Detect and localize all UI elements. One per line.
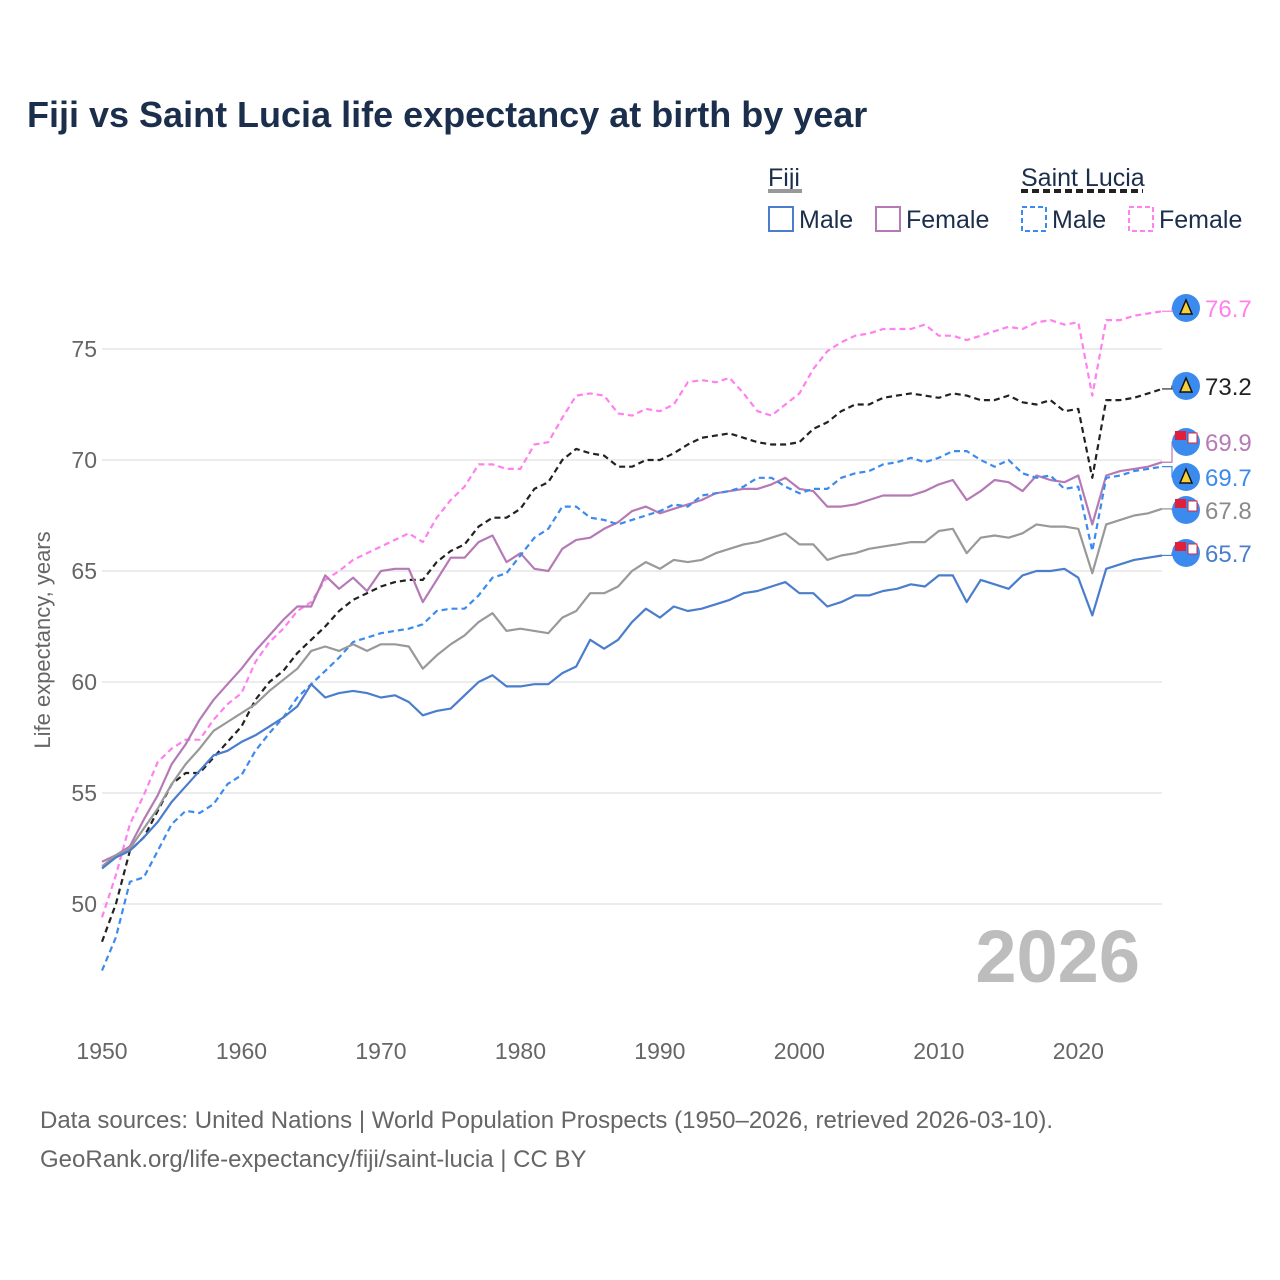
x-tick-label: 1980 [495, 1038, 546, 1064]
legend-swatch [1128, 206, 1154, 232]
series-line-fiji [101, 507, 1163, 868]
y-tick-label: 65 [71, 558, 97, 584]
flag-triangle [1178, 376, 1194, 393]
y-tick-label: 55 [71, 780, 97, 806]
x-tick-label: 1990 [634, 1038, 685, 1064]
x-tick-label: 1970 [355, 1038, 406, 1064]
y-tick-label: 70 [71, 447, 97, 473]
year-watermark: 2026 [975, 915, 1140, 998]
flag-union-jack [1175, 431, 1186, 440]
legend-swatch [1021, 206, 1047, 232]
flag-shield [1187, 432, 1198, 444]
line-chart: 50 55 60 65 70 75 1950 1960 1970 1980 1990 2000 2010… [30, 164, 1252, 1064]
x-tick-label: 2010 [913, 1038, 964, 1064]
series-line-saint-lucia [100, 387, 1163, 943]
y-axis-label: Life expectancy, years [30, 531, 55, 748]
source-line-2[interactable]: GeoRank.org/life-expectancy/fiji/saint-l… [40, 1146, 587, 1173]
flag-union-jack [1175, 499, 1186, 508]
flag-union-jack [1175, 542, 1186, 551]
legend-group-saint-lucia: Saint Lucia [1021, 164, 1145, 192]
legend-item-male: Male [1052, 206, 1106, 234]
end-label: 73.2 [1205, 374, 1252, 401]
flag-shield [1187, 543, 1198, 555]
end-label: 69.9 [1205, 430, 1252, 457]
end-label: 69.7 [1205, 465, 1252, 492]
flag-triangle [1178, 467, 1194, 484]
series-line-saint-lucia-female [100, 310, 1163, 918]
chart-title: Fiji vs Saint Lucia life expectancy at b… [27, 94, 868, 135]
y-tick-label: 50 [71, 891, 97, 917]
legend-swatch [875, 206, 901, 232]
end-label: 67.8 [1205, 498, 1252, 525]
end-label: 65.7 [1205, 541, 1252, 568]
legend-swatch [768, 206, 794, 232]
y-tick-label: 60 [71, 669, 97, 695]
x-tick-label: 1950 [76, 1038, 127, 1064]
flag-shield [1187, 500, 1198, 512]
series-line-fiji-female [101, 461, 1163, 863]
x-tick-label: 1960 [216, 1038, 267, 1064]
flag-triangle [1178, 298, 1194, 315]
x-tick-label: 2020 [1053, 1038, 1104, 1064]
series-line-saint-lucia-male [100, 450, 1163, 972]
series-line-fiji-male [101, 554, 1163, 870]
legend-item-male: Male [799, 206, 853, 234]
y-tick-label: 75 [71, 336, 97, 362]
legend-group-fiji: Fiji [768, 164, 800, 192]
end-label: 76.7 [1205, 296, 1252, 323]
source-line-1: Data sources: United Nations | World Pop… [40, 1107, 1054, 1134]
legend-item-female: Female [906, 206, 989, 234]
x-tick-label: 2000 [774, 1038, 825, 1064]
legend-item-female: Female [1159, 206, 1242, 234]
